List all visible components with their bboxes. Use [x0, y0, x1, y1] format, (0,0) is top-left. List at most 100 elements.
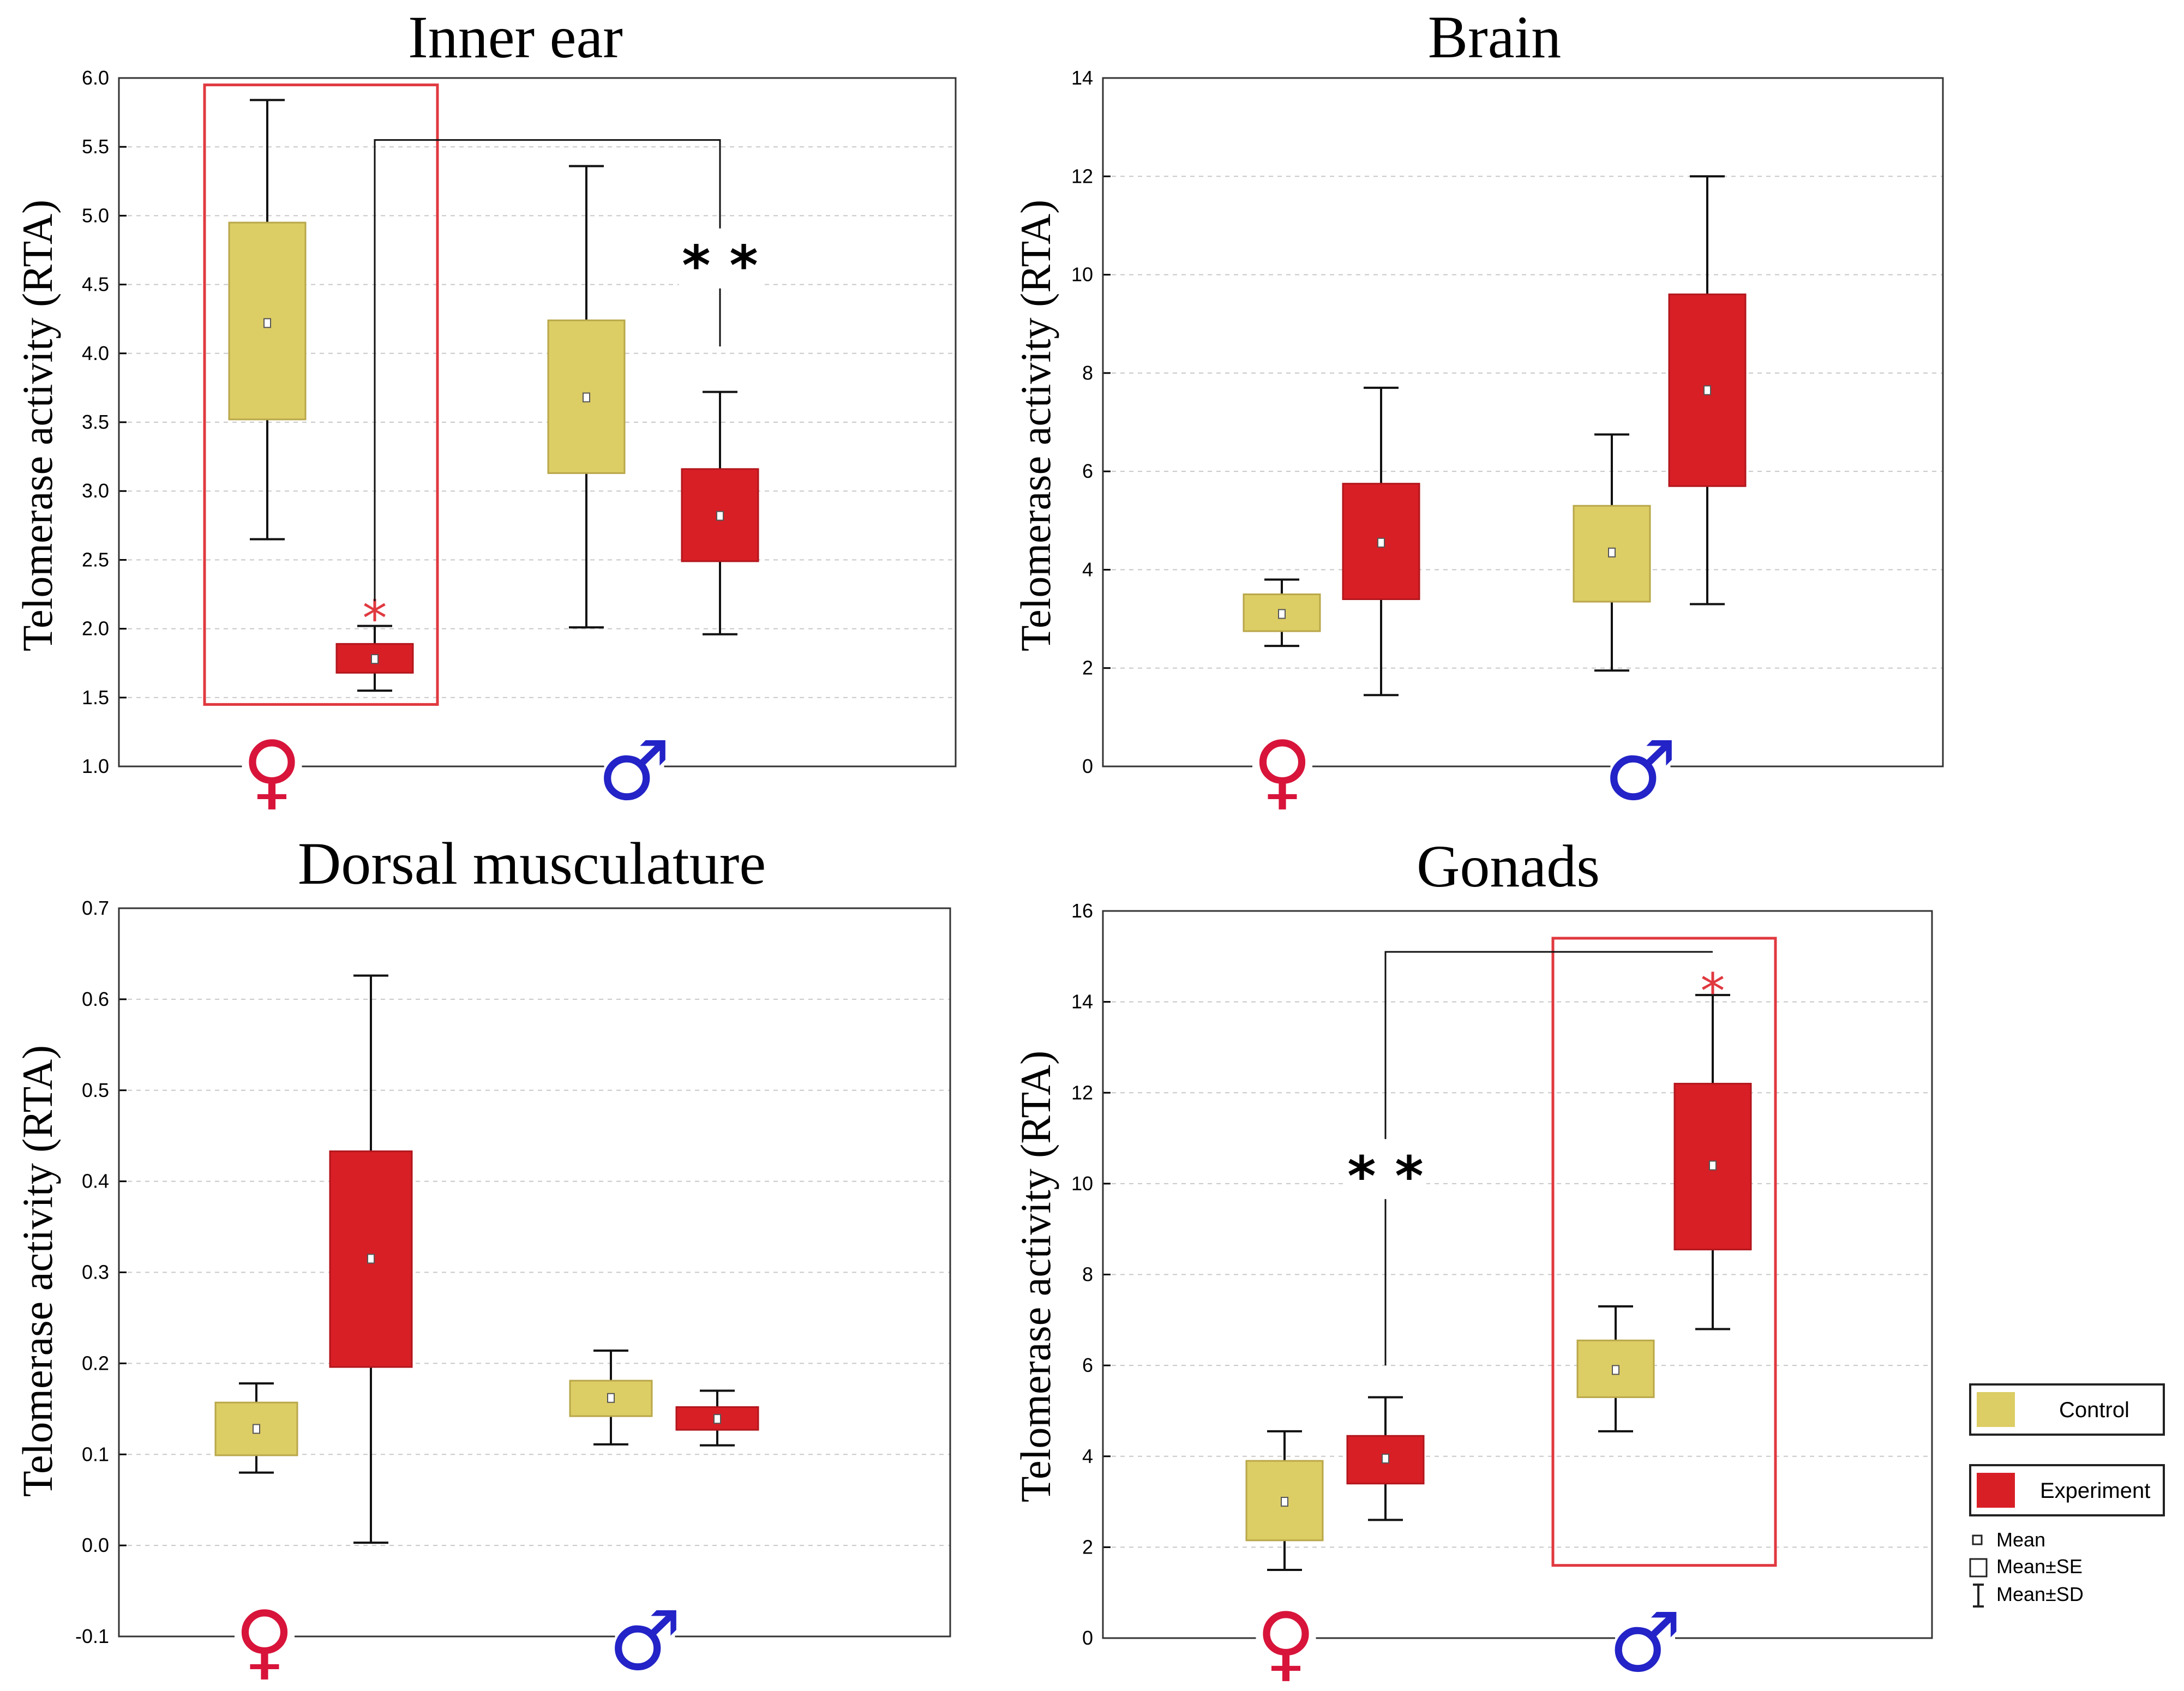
- box-dorsal-musculature-male-control: [569, 1380, 653, 1417]
- male-symbol-icon-dorsal-musculature: ♂: [608, 1594, 681, 1689]
- mean-marker-gonads-female-control: [1281, 1497, 1288, 1507]
- y-tick-label-gonads-3: 6: [1082, 1354, 1093, 1376]
- y-tick-label-dorsal-musculature-6: 0.5: [82, 1079, 109, 1101]
- y-tick-label-dorsal-musculature-7: 0.6: [82, 988, 109, 1010]
- legend-sd-label: Mean±SD: [1996, 1583, 2084, 1605]
- y-tick-label-inner-ear-7: 4.5: [82, 273, 109, 296]
- y-tick-label-inner-ear-10: 6.0: [82, 67, 109, 89]
- y-tick-label-gonads-2: 4: [1082, 1445, 1093, 1467]
- significance-double-star-inner-ear: * *: [682, 234, 758, 298]
- legend-control-label: Control: [2059, 1398, 2129, 1422]
- legend: Control Experiment Mean Mean±SE Mean±SD: [1969, 1383, 2165, 1608]
- axis-gap-inner-ear-1: [604, 763, 664, 771]
- legend-mean-label: Mean: [1996, 1528, 2045, 1551]
- y-tick-label-dorsal-musculature-2: 0.1: [82, 1443, 109, 1465]
- female-symbol-icon-dorsal-musculature: ♀: [235, 1594, 295, 1689]
- box-gonads-male-experiment: [1673, 1083, 1752, 1251]
- plot-frame-gonads: [1102, 910, 1933, 1639]
- panel-title-brain: Brain: [1428, 4, 1561, 70]
- panel-inner-ear: Inner ear Telomerase activity (RTA) 1.0 1…: [14, 4, 957, 819]
- plot-area-brain: 0 2 4 6 8 10 12 14 ♀ ♂: [1071, 67, 1944, 819]
- y-tick-label-brain-1: 2: [1082, 657, 1093, 679]
- y-tick-label-dorsal-musculature-1: 0.0: [82, 1534, 109, 1556]
- y-tick-label-inner-ear-9: 5.5: [82, 135, 109, 158]
- y-tick-label-dorsal-musculature-8: 0.7: [82, 897, 109, 919]
- panel-title-dorsal-musculature: Dorsal musculature: [298, 830, 766, 897]
- axis-gap-inner-ear-0: [242, 763, 302, 771]
- axis-gap-brain-1: [1610, 763, 1671, 771]
- legend-se-label: Mean±SE: [1996, 1555, 2083, 1578]
- significance-label-bg-gonads: [1345, 1139, 1426, 1200]
- y-tick-label-inner-ear-6: 4.0: [82, 342, 109, 364]
- mean-marker-gonads-female-experiment: [1382, 1453, 1389, 1464]
- y-tick-label-inner-ear-3: 2.5: [82, 548, 109, 571]
- y-tick-label-brain-2: 4: [1082, 558, 1093, 580]
- panel-dorsal-musculature: Dorsal musculature Telomerase activity (…: [14, 830, 951, 1689]
- axis-gap-brain-0: [1252, 763, 1312, 771]
- y-tick-label-gonads-5: 10: [1071, 1172, 1093, 1195]
- y-tick-label-brain-7: 14: [1071, 67, 1093, 89]
- mean-marker-inner-ear-female-control: [263, 318, 271, 328]
- significance-double-star-gonads: * *: [1347, 1144, 1423, 1208]
- y-axis-label-brain: Telomerase activity (RTA): [1012, 200, 1059, 651]
- mean-marker-brain-female-experiment: [1377, 537, 1385, 548]
- mean-marker-inner-ear-male-experiment: [716, 511, 724, 521]
- mean-marker-gonads-male-experiment: [1709, 1160, 1717, 1171]
- y-tick-label-inner-ear-2: 2.0: [82, 617, 109, 640]
- y-tick-label-brain-4: 8: [1082, 362, 1093, 384]
- y-tick-label-gonads-1: 2: [1082, 1536, 1093, 1558]
- mean-marker-dorsal-musculature-male-experiment: [713, 1414, 721, 1424]
- highlight-box-inner-ear: [203, 83, 439, 706]
- axis-gap-dorsal-musculature-1: [615, 1633, 675, 1641]
- y-tick-label-inner-ear-4: 3.0: [82, 479, 109, 502]
- box-inner-ear-male-control: [547, 319, 626, 474]
- plot-area-gonads: 0 2 4 6 8 10 12 14 16 * * * ♀ ♂: [1071, 900, 1933, 1690]
- mean-marker-dorsal-musculature-female-control: [253, 1424, 260, 1434]
- axis-gap-gonads-0: [1256, 1635, 1316, 1642]
- panel-title-gonads: Gonads: [1417, 833, 1600, 900]
- legend-sd-icon: [1973, 1584, 1984, 1608]
- female-symbol-icon-gonads: ♀: [1256, 1596, 1316, 1690]
- female-symbol-icon-brain: ♀: [1252, 724, 1312, 819]
- y-tick-label-inner-ear-5: 3.5: [82, 411, 109, 433]
- y-tick-label-brain-6: 12: [1071, 165, 1093, 187]
- y-tick-label-inner-ear-1: 1.5: [82, 686, 109, 709]
- legend-se-icon: [1969, 1558, 1988, 1578]
- male-symbol-icon-gonads: ♂: [1609, 1596, 1682, 1690]
- plot-frame-dorsal-musculature: [118, 907, 951, 1638]
- y-tick-label-brain-5: 10: [1071, 263, 1093, 286]
- plot-area-inner-ear: 1.01.52.02.53.03.54.04.55.05.56.0** *♀ ♂: [82, 67, 957, 819]
- legend-experiment-label: Experiment: [2040, 1479, 2150, 1503]
- y-axis-label-dorsal-musculature: Telomerase activity (RTA): [14, 1045, 61, 1497]
- y-tick-label-inner-ear-0: 1.0: [82, 755, 109, 777]
- mean-marker-dorsal-musculature-male-control: [607, 1393, 615, 1403]
- mean-marker-brain-male-experiment: [1703, 385, 1711, 395]
- y-tick-label-dorsal-musculature-5: 0.4: [82, 1170, 109, 1192]
- legend-mean-icon: [1972, 1534, 1983, 1545]
- significance-label-bg-inner-ear: [679, 228, 761, 289]
- male-symbol-icon-brain: ♂: [1604, 724, 1677, 819]
- y-axis-label-inner-ear: Telomerase activity (RTA): [14, 200, 61, 651]
- plot-frame-inner-ear: [118, 77, 957, 767]
- y-tick-label-brain-0: 0: [1082, 755, 1093, 777]
- axis-gap-gonads-1: [1615, 1635, 1675, 1642]
- y-axis-label-gonads: Telomerase activity (RTA): [1012, 1051, 1059, 1502]
- panel-gonads: Gonads Telomerase activity (RTA) 0 2 4 6 8 10…: [1012, 833, 1933, 1690]
- mean-marker-inner-ear-female-experiment: [371, 654, 379, 664]
- y-tick-label-gonads-0: 0: [1082, 1627, 1093, 1649]
- significance-star-gonads: *: [1701, 963, 1725, 1020]
- panel-title-inner-ear: Inner ear: [408, 4, 623, 70]
- significance-bracket-gonads: [1384, 951, 1713, 1366]
- y-tick-label-dorsal-musculature-0: -0.1: [75, 1625, 109, 1647]
- mean-marker-inner-ear-male-control: [583, 392, 590, 403]
- legend-experiment-swatch: [1977, 1473, 2015, 1508]
- mean-marker-brain-female-control: [1278, 609, 1286, 619]
- y-tick-label-dorsal-musculature-3: 0.2: [82, 1352, 109, 1374]
- highlight-box-gonads: [1551, 937, 1777, 1567]
- y-tick-label-gonads-6: 12: [1071, 1081, 1093, 1104]
- y-tick-label-brain-3: 6: [1082, 460, 1093, 482]
- mean-marker-brain-male-control: [1608, 547, 1616, 557]
- legend-control-swatch: [1977, 1392, 2015, 1427]
- male-symbol-icon-inner-ear: ♂: [597, 724, 670, 819]
